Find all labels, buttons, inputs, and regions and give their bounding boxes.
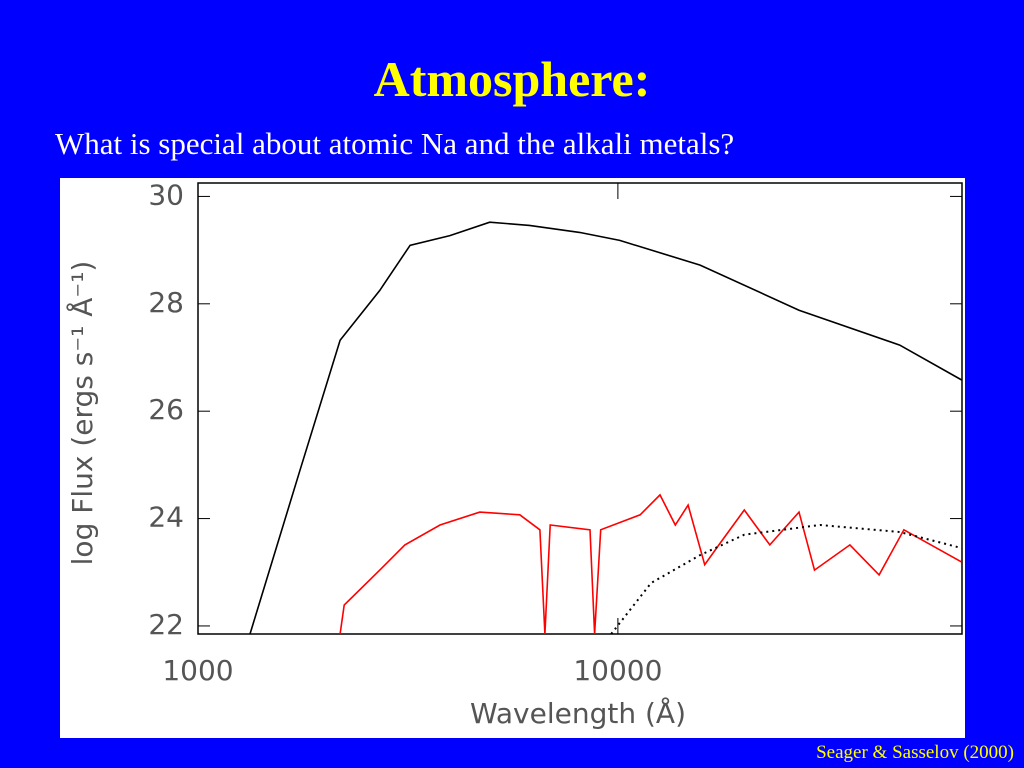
y-axis-label: log Flux (ergs s⁻¹ Å⁻¹) (65, 261, 99, 566)
series-line (610, 523, 962, 635)
credit: Seager & Sasselov (2000) (816, 742, 1014, 763)
plot-frame (197, 182, 963, 635)
y-tick-label: 26 (148, 393, 184, 426)
y-tick-label: 30 (148, 178, 184, 211)
series-line (339, 493, 963, 635)
slide-title: Atmosphere: (373, 51, 651, 107)
series-line (249, 221, 963, 635)
y-tick-label: 22 (148, 608, 184, 641)
chart: Wavelength (Å) log Flux (ergs s⁻¹ Å⁻¹) 2… (60, 178, 965, 738)
x-tick-label: 10000 (573, 654, 662, 687)
y-tick-label: 28 (148, 286, 184, 319)
y-tick-label: 24 (148, 501, 184, 534)
x-axis-label: Wavelength (Å) (470, 696, 686, 730)
x-tick-label: 1000 (162, 654, 233, 687)
slide-subtitle: What is special about atomic Na and the … (55, 126, 735, 161)
